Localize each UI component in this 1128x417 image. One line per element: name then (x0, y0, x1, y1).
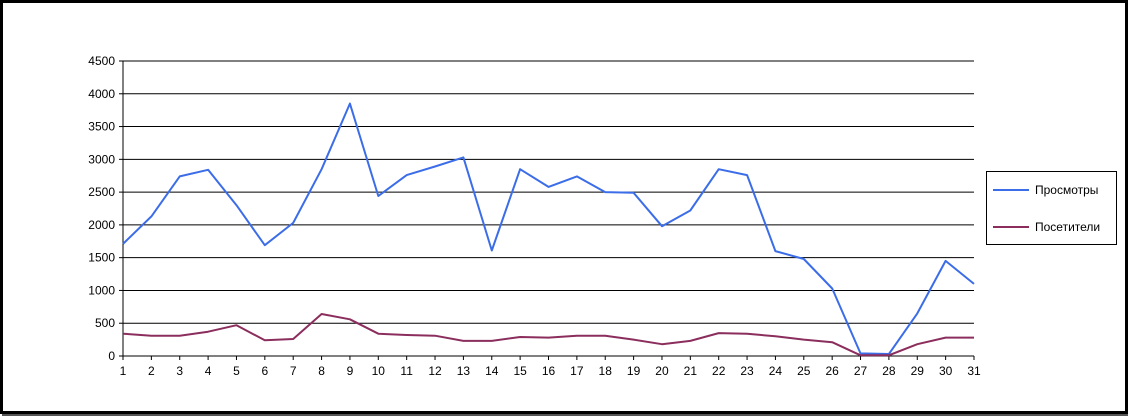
x-tick-label: 31 (967, 364, 981, 378)
x-tick-label: 17 (570, 364, 584, 378)
x-tick-label: 3 (176, 364, 183, 378)
x-tick-label: 2 (148, 364, 155, 378)
x-tick-label: 1 (120, 364, 127, 378)
legend-label-series-1: Просмотры (1035, 183, 1099, 197)
x-tick-label: 5 (233, 364, 240, 378)
x-tick-label: 30 (939, 364, 953, 378)
legend-item-series-2: Посетители (987, 219, 1100, 235)
x-tick-label: 29 (911, 364, 925, 378)
x-tick-label: 18 (599, 364, 613, 378)
legend-label-series-2: Посетители (1035, 220, 1101, 234)
x-tick-label: 10 (372, 364, 386, 378)
legend: Просмотры Посетители (986, 171, 1117, 245)
y-tick-label: 4500 (88, 54, 115, 68)
x-tick-label: 21 (684, 364, 698, 378)
x-tick-label: 15 (513, 364, 527, 378)
x-tick-label: 26 (825, 364, 839, 378)
y-tick-label: 2000 (88, 218, 115, 232)
axes (119, 60, 975, 360)
gridlines (123, 60, 974, 324)
x-tick-label: 7 (290, 364, 297, 378)
x-tick-label: 11 (400, 364, 413, 378)
legend-swatch-series-2 (993, 226, 1029, 228)
x-tick-label: 20 (655, 364, 669, 378)
series-lines (122, 102, 975, 357)
legend-swatch-series-1 (993, 189, 1029, 191)
y-tick-label: 3000 (88, 152, 115, 166)
series-line-2 (122, 313, 974, 357)
x-tick-label: 16 (542, 364, 556, 378)
y-tick-label: 0 (108, 349, 115, 363)
x-tick-label: 22 (712, 364, 726, 378)
y-tick-label: 4000 (88, 87, 115, 101)
x-tick-label: 14 (485, 364, 499, 378)
x-tick-label: 25 (797, 364, 811, 378)
y-tick-label: 1500 (88, 251, 115, 265)
x-tick-label: 6 (261, 364, 268, 378)
y-tick-label: 2500 (88, 185, 115, 199)
y-tick-label: 500 (95, 316, 115, 330)
x-tick-label: 24 (769, 364, 783, 378)
x-tick-label: 12 (428, 364, 442, 378)
x-tick-label: 4 (205, 364, 212, 378)
y-tick-label: 1000 (88, 283, 115, 297)
legend-item-series-1: Просмотры (987, 182, 1098, 198)
series-line-1 (122, 102, 975, 355)
x-tick-label: 23 (740, 364, 754, 378)
x-tick-label: 13 (457, 364, 471, 378)
x-tick-label: 8 (318, 364, 325, 378)
x-tick-label: 19 (627, 364, 641, 378)
x-tick-label: 28 (882, 364, 896, 378)
x-tick-label: 9 (347, 364, 354, 378)
y-tick-label: 3500 (88, 120, 115, 134)
x-tick-label: 27 (854, 364, 868, 378)
